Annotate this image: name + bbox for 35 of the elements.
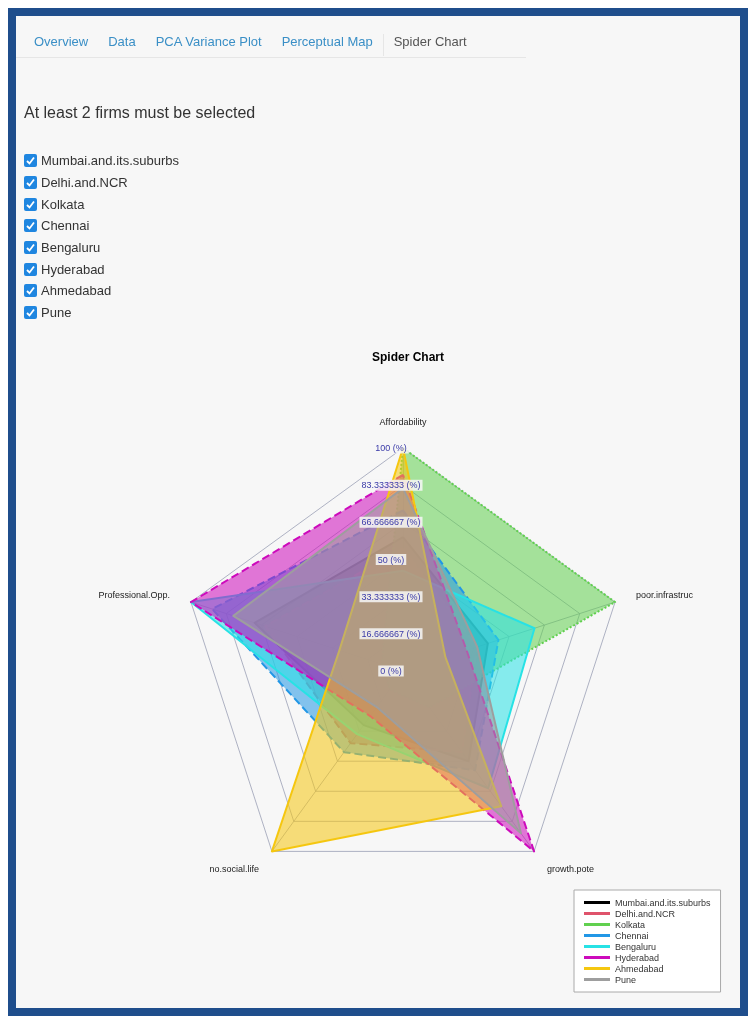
spoke-label: growth.pote	[547, 864, 595, 875]
y-tick-label: 33.333333 (%)	[361, 591, 421, 602]
text: Kolkata	[41, 196, 85, 212]
legend-label: Bengaluru	[615, 941, 657, 952]
text: At least 2 firms must be selected	[24, 104, 256, 122]
legend-label: Chennai	[615, 930, 649, 941]
y-tick-label: 0 (%)	[380, 666, 402, 676]
spoke-label: poor.infrastruc	[636, 590, 694, 601]
y-tick-label: 100 (%)	[375, 443, 407, 453]
text: Chennai	[41, 218, 90, 234]
y-tick-label: 66.666667 (%)	[361, 517, 421, 528]
legend-label: Kolkata	[615, 919, 646, 930]
y-tick-label: 50 (%)	[377, 554, 405, 565]
text: Mumbai.and.its.suburbs	[41, 153, 180, 169]
tab[interactable]: Spider Chart	[382, 34, 477, 56]
text: Delhi.and.NCR	[41, 175, 128, 191]
text: Hyderabad	[41, 261, 105, 277]
y-tick-label: 83.333333 (%)	[361, 480, 421, 491]
tab[interactable]: Overview	[24, 34, 99, 56]
tab[interactable]: Perceptual Map	[271, 34, 383, 56]
text: Bengaluru	[41, 240, 101, 256]
chart-title: Spider Chart	[371, 350, 445, 364]
legend-label: Mumbai.and.its.suburbs	[615, 897, 712, 908]
spoke-label: Professional.Opp.	[98, 590, 170, 601]
tab[interactable]: PCA Variance Plot	[145, 34, 272, 56]
legend-label: Delhi.and.NCR	[615, 908, 676, 919]
legend-label: Ahmedabad	[615, 963, 664, 974]
text: Pune	[41, 305, 72, 321]
text: Ahmedabad	[41, 283, 112, 299]
tab[interactable]: Data	[98, 34, 146, 56]
legend-label: Hyderabad	[615, 952, 660, 963]
y-tick-label: 16.666667 (%)	[361, 628, 421, 639]
spoke-label: no.social.life	[209, 864, 259, 875]
legend-label: Pune	[615, 974, 637, 985]
spoke-label: Affordability	[379, 416, 427, 427]
